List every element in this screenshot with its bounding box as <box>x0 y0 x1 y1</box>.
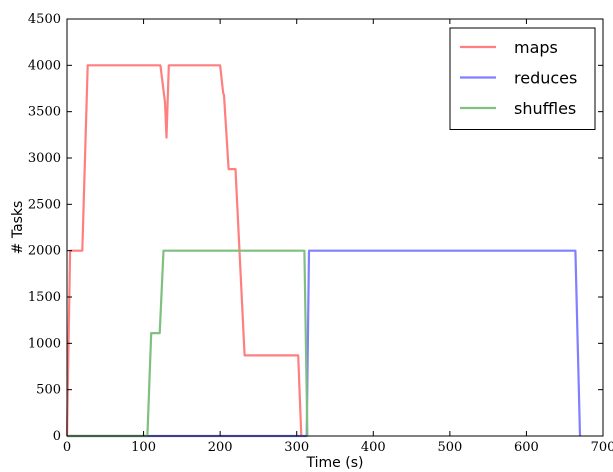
x-tick-label: 0 <box>63 440 71 455</box>
legend-label-reduces: reduces <box>514 69 577 88</box>
y-tick-label: 0 <box>53 429 61 444</box>
series-line-shuffles <box>67 249 309 438</box>
plot-frame <box>66 18 604 437</box>
y-tick-label: 3000 <box>28 151 61 166</box>
ticks-layer: 0 100 200 300 400 500 600 700 0 500 1000 1500 2000 25… <box>28 12 613 455</box>
x-tick-label: 600 <box>514 440 539 455</box>
legend-label-maps: maps <box>514 38 558 57</box>
legend-box <box>449 27 596 130</box>
y-axis-title: # Tasks <box>10 201 26 255</box>
x-tick-label: 200 <box>208 440 233 455</box>
x-axis-title: Time (s) <box>306 455 364 471</box>
x-tick-label: 100 <box>131 440 156 455</box>
y-tick-label: 500 <box>36 383 61 398</box>
y-tick-label: 1000 <box>28 336 61 351</box>
x-tick-label: 300 <box>284 440 309 455</box>
series-line-reduces <box>67 249 582 438</box>
y-tick-label: 4500 <box>28 12 61 27</box>
y-tick-label: 3500 <box>28 105 61 120</box>
legend: maps reduces shuffles <box>449 27 596 130</box>
series-line-maps <box>65 64 303 437</box>
y-tick-label: 2000 <box>28 244 61 259</box>
y-tick-label: 4000 <box>28 58 61 73</box>
legend-label-shuffles: shuffles <box>514 99 576 118</box>
x-tick-label: 400 <box>361 440 386 455</box>
y-tick-label: 1500 <box>28 290 61 305</box>
x-tick-label: 700 <box>591 440 613 455</box>
x-tick-label: 500 <box>437 440 462 455</box>
y-tick-label: 2500 <box>28 197 61 212</box>
